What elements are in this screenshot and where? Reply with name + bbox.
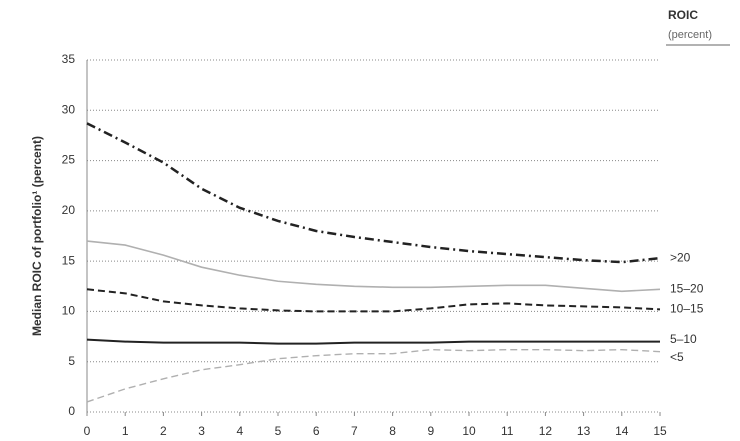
series-label: >20 [670,250,691,264]
x-tick-label: 2 [160,424,167,438]
y-tick-label: 0 [68,404,75,418]
y-tick-label: 35 [62,52,76,66]
x-tick-label: 6 [313,424,320,438]
y-tick-label: 30 [62,102,76,116]
legend-subtitle: (percent) [668,29,712,41]
x-tick-label: 8 [389,424,396,438]
series-label: 10–15 [670,302,704,316]
x-tick-label: 10 [462,424,476,438]
y-tick-label: 15 [62,253,76,267]
x-tick-label: 14 [615,424,629,438]
x-tick-label: 4 [236,424,243,438]
y-tick-label: 20 [62,203,76,217]
x-tick-label: 7 [351,424,358,438]
legend-title: ROIC [668,8,698,22]
x-tick-label: 0 [84,424,91,438]
series-label: 15–20 [670,281,704,295]
series-line [86,348,661,403]
x-tick-label: 1 [122,424,129,438]
y-tick-label: 25 [62,153,76,167]
series-label: 5–10 [670,332,697,346]
series-line [86,288,661,313]
y-tick-label: 10 [62,304,76,318]
x-tick-label: 12 [539,424,553,438]
x-tick-label: 11 [501,424,514,438]
series-line [86,338,660,345]
y-axis-label: Median ROIC of portfolio¹ (percent) [30,136,44,336]
x-tick-label: 3 [198,424,205,438]
x-tick-label: 5 [275,424,282,438]
series-line [86,240,661,293]
x-tick-label: 9 [427,424,434,438]
x-tick-label: 13 [577,424,591,438]
series-line [86,122,661,264]
y-tick-label: 5 [68,354,75,368]
x-tick-label: 15 [653,424,667,438]
series-label: <5 [670,350,684,364]
